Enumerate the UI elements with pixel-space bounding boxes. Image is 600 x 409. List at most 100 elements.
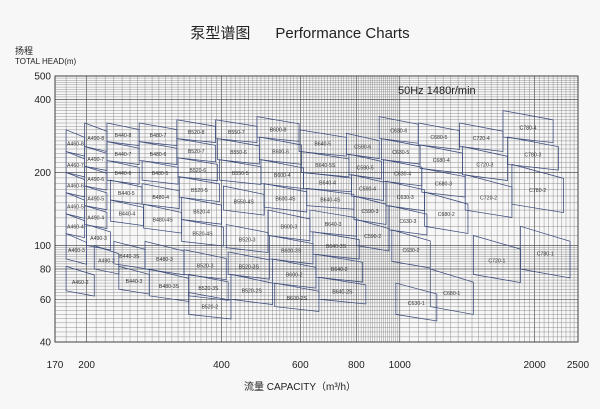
pump-region-outline	[141, 160, 179, 185]
pump-regions: A460-8 A460-7 A460-6 A460-5 A460-4 A460-3 A460…	[65, 110, 571, 322]
pump-region-outline	[298, 129, 347, 157]
pump-region-outline	[225, 224, 269, 253]
pump-region-label: B480-7	[150, 133, 167, 139]
pump-region-outline	[429, 268, 474, 315]
pump-region-label: B440-3	[126, 279, 143, 285]
y-axis-label: TOTAL HEAD(m)	[15, 57, 77, 66]
pump-region-outline	[395, 282, 438, 322]
pump-region: C630-3	[388, 205, 428, 236]
pump-region: A490-7	[84, 145, 108, 171]
pump-region-outline	[391, 229, 431, 269]
pump-region: B520-3S	[227, 251, 270, 280]
pump-region-outline	[318, 276, 367, 305]
pump-region: B600-2	[272, 258, 317, 289]
y-axis-label-cn: 扬程	[15, 45, 33, 56]
pump-region-outline	[345, 132, 380, 159]
pump-region-label: B600-2S	[287, 296, 308, 302]
pump-region: A490-3	[86, 224, 111, 251]
pump-region: C630-2	[391, 229, 431, 269]
pump-region-label: B520-7	[188, 149, 205, 155]
pump-region-outline	[176, 119, 216, 143]
pump-region: C680-5	[417, 122, 460, 150]
y-tick-labels: 40 60 80 100 200 400 500	[34, 72, 51, 349]
pump-region: B550-5	[219, 159, 262, 185]
pump-region-label: B520-3S	[239, 264, 260, 270]
pump-region: B520-7	[176, 138, 216, 163]
pump-region-outline	[267, 209, 311, 242]
pump-region-outline	[219, 159, 262, 185]
pump-region-outline	[388, 205, 428, 236]
pump-region-label: B520-3	[197, 264, 214, 270]
pump-region-label: A490-4	[87, 216, 104, 222]
pump-region-label: B520-3S	[198, 286, 219, 292]
pump-region-label: B440-8	[115, 133, 132, 139]
pump-region: C780-3	[507, 136, 559, 171]
pump-region-label: C780-2	[529, 188, 546, 194]
pump-region: B600-3S	[269, 235, 314, 265]
pump-region-outline	[274, 282, 320, 312]
pump-region-outline	[86, 224, 111, 251]
pump-region: C630-1	[395, 282, 438, 322]
pump-region: B520-2	[188, 292, 232, 320]
pump-region-outline	[223, 185, 265, 216]
pump-region-outline	[65, 213, 86, 239]
pump-region-label: B640-3S	[326, 244, 347, 250]
pump-region-label: C630-1	[408, 301, 425, 307]
pump-region: C680-1	[429, 268, 474, 315]
pump-region-outline	[459, 122, 504, 152]
pump-region-label: B440-4	[119, 212, 136, 218]
pump-region-outline	[263, 183, 308, 213]
chart-title: 泵型谱图 Performance Charts	[190, 25, 409, 42]
pump-region-outline	[217, 138, 260, 165]
pump-region: B520-4S	[181, 219, 224, 247]
pump-region-outline	[177, 157, 218, 182]
pump-region-label: C780-4	[520, 126, 537, 132]
pump-region: B480-6	[138, 141, 178, 165]
pump-region-label: B480-4S	[153, 217, 174, 223]
y-tick-label: 500	[34, 72, 51, 83]
pump-region: B520-5	[178, 176, 220, 203]
pump-region: B550-4S	[223, 185, 265, 216]
pump-region-label: A490-5	[87, 197, 104, 203]
pump-region-label: C590-4	[359, 186, 376, 192]
pump-region-outline	[178, 176, 220, 203]
pump-region-label: B520-8	[188, 130, 205, 136]
pump-region-outline	[301, 151, 350, 178]
pump-region-label: B440-5	[118, 191, 135, 197]
pump-region: C780-4	[502, 110, 554, 144]
pump-region: B600-4S	[263, 183, 308, 213]
pump-region-outline	[230, 273, 273, 305]
pump-region-label: B520-2	[201, 304, 218, 310]
pump-region-label: C680-5	[430, 135, 447, 141]
grid	[54, 75, 579, 343]
pump-region-label: B520-4	[193, 210, 210, 216]
pump-region-label: C630-3	[397, 195, 414, 201]
pump-region-label: C630-3	[399, 219, 416, 225]
pump-region: B520-8	[176, 119, 216, 143]
x-tick-label: 2000	[523, 360, 546, 371]
pump-region-label: B520-5	[191, 188, 208, 194]
pump-region-outline	[65, 232, 87, 265]
pump-region-label: C590-3	[361, 209, 378, 215]
pump-region-label: C630-2	[403, 248, 420, 254]
pump-region-label: C590-6	[354, 145, 371, 151]
pump-region-outline	[272, 258, 317, 289]
pump-region-label: A460-6	[67, 183, 84, 189]
pump-region-label: B640-3	[325, 222, 342, 228]
pump-region: C590-5	[348, 153, 382, 180]
pump-region-label: B600-4	[274, 173, 291, 179]
pump-region-outline	[424, 191, 469, 234]
pump-region-label: C720-2	[480, 195, 497, 201]
pump-region-label: C630-6	[390, 129, 407, 135]
pump-region-outline	[355, 219, 390, 252]
pump-region: B480-3	[144, 240, 185, 276]
pump-region: B600-2S	[274, 282, 320, 312]
pump-region-outline	[472, 234, 521, 284]
pump-region-label: A490-7	[87, 157, 104, 163]
pump-region: B640-2	[315, 253, 363, 283]
pump-region-outline	[65, 265, 95, 297]
pump-region-label: A460-3	[68, 248, 85, 254]
pump-region-outline	[106, 160, 140, 185]
